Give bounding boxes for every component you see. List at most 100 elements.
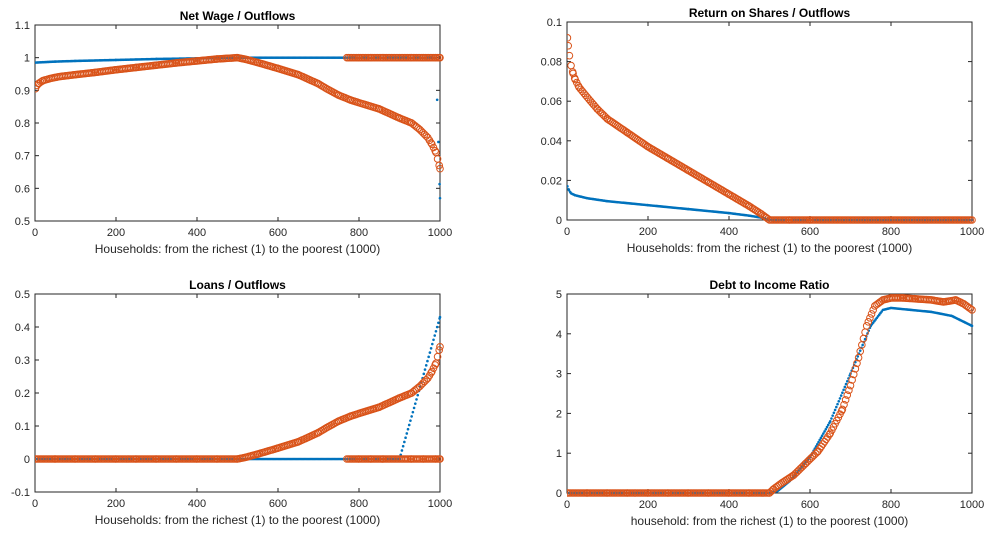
data-point: [820, 434, 824, 437]
x-axis-label: Households: from the richest (1) to the …: [627, 241, 912, 255]
x-tick-label: 600: [801, 226, 819, 238]
data-point: [835, 405, 838, 409]
chart-panel-1: 0 200 400 600 800 1000 0.5 0.6 0.7 0.8 0.9 1 1.1 Net …: [15, 9, 453, 256]
data-point: [412, 406, 416, 410]
data-point: [825, 425, 829, 429]
series-1: [35, 56, 442, 200]
data-point: [858, 349, 862, 352]
data-point: [831, 414, 834, 417]
x-tick-label: 800: [350, 227, 368, 239]
data-point: [438, 315, 442, 319]
data-point: [429, 347, 433, 350]
y-tick-label: 3: [556, 369, 562, 381]
y-tick-label: 0.04: [541, 136, 562, 148]
y-tick-label: 0.8: [15, 118, 30, 130]
data-point: [838, 405, 847, 414]
plot-area: [35, 53, 444, 200]
y-tick-label: 0.02: [541, 175, 562, 187]
series-2: [567, 294, 976, 497]
data-point: [436, 455, 444, 463]
data-point: [436, 53, 444, 62]
y-tick-label: 2: [556, 408, 562, 420]
plot-area: [567, 294, 976, 497]
data-point: [567, 185, 569, 188]
data-point: [567, 34, 572, 42]
chart-panel-2: 0 200 400 600 800 1000 0 0.02 0.04 0.06 0.08 0.1 Ret…: [541, 6, 985, 255]
data-point: [970, 324, 974, 328]
data-point: [424, 364, 428, 367]
data-point: [435, 325, 439, 329]
data-point: [426, 359, 429, 363]
data-point: [427, 355, 430, 359]
chart-title: Loans / Outflows: [189, 278, 286, 292]
data-point: [837, 400, 841, 403]
x-axis-label: household: from the richest (1) to the p…: [631, 514, 908, 528]
data-point: [846, 381, 855, 390]
y-tick-label: -0.1: [11, 487, 30, 499]
data-point: [405, 432, 409, 435]
y-tick-label: 0.08: [541, 57, 562, 69]
y-tick-label: 0.4: [15, 322, 30, 334]
plot-area: [567, 34, 976, 224]
data-point: [841, 391, 844, 395]
data-point: [856, 355, 860, 358]
data-point: [436, 164, 444, 173]
y-tick-label: 1.1: [15, 20, 30, 32]
y-tick-label: 0: [556, 215, 562, 227]
data-point: [434, 329, 438, 333]
y-tick-label: 0.7: [15, 151, 30, 163]
data-point: [866, 314, 874, 322]
y-tick-label: 0.6: [15, 183, 30, 195]
series-2: [35, 53, 444, 173]
data-point: [817, 440, 820, 444]
y-tick-label: 0.9: [15, 85, 30, 97]
plot-box: [566, 293, 973, 494]
x-tick-label: 1000: [960, 499, 984, 511]
data-point: [407, 423, 411, 427]
y-tick-label: 0.3: [15, 355, 30, 367]
data-point: [406, 427, 410, 431]
data-point: [968, 306, 976, 314]
data-point: [840, 400, 848, 409]
data-point: [822, 432, 825, 435]
data-point: [404, 436, 407, 440]
y-tick-label: 0.1: [547, 17, 562, 29]
data-point: [423, 368, 427, 371]
x-tick-label: 0: [564, 499, 570, 511]
data-point: [843, 391, 852, 399]
data-point: [863, 337, 867, 341]
chart-title: Debt to Income Ratio: [709, 278, 829, 292]
data-point: [838, 397, 842, 400]
y-tick-label: 5: [556, 289, 562, 301]
y-tick-label: 0: [556, 488, 562, 500]
y-tick-label: 0: [24, 454, 30, 466]
y-tick-label: 0.5: [15, 216, 30, 228]
data-point: [403, 440, 406, 444]
data-point: [567, 51, 574, 60]
data-point: [861, 343, 864, 347]
data-point: [799, 461, 808, 470]
series-1: [35, 315, 442, 461]
data-point: [844, 382, 848, 386]
data-point: [826, 423, 830, 427]
data-point: [851, 365, 860, 373]
plot-area: [35, 315, 444, 463]
data-point: [427, 369, 435, 377]
x-tick-label: 600: [269, 498, 287, 510]
data-point: [864, 318, 873, 326]
data-point: [819, 436, 823, 440]
x-tick-label: 1000: [428, 227, 452, 239]
data-point: [567, 61, 575, 70]
x-tick-label: 1000: [428, 498, 452, 510]
x-tick-label: 1000: [960, 226, 984, 238]
data-point: [428, 351, 432, 354]
data-point: [849, 370, 858, 379]
data-point: [836, 402, 839, 406]
data-point: [409, 419, 412, 422]
x-tick-label: 200: [107, 227, 125, 239]
data-point: [432, 338, 435, 342]
data-point: [830, 417, 833, 420]
y-tick-label: 0.5: [15, 289, 30, 301]
chart-title: Net Wage / Outflows: [180, 9, 296, 23]
x-tick-label: 400: [188, 498, 206, 510]
